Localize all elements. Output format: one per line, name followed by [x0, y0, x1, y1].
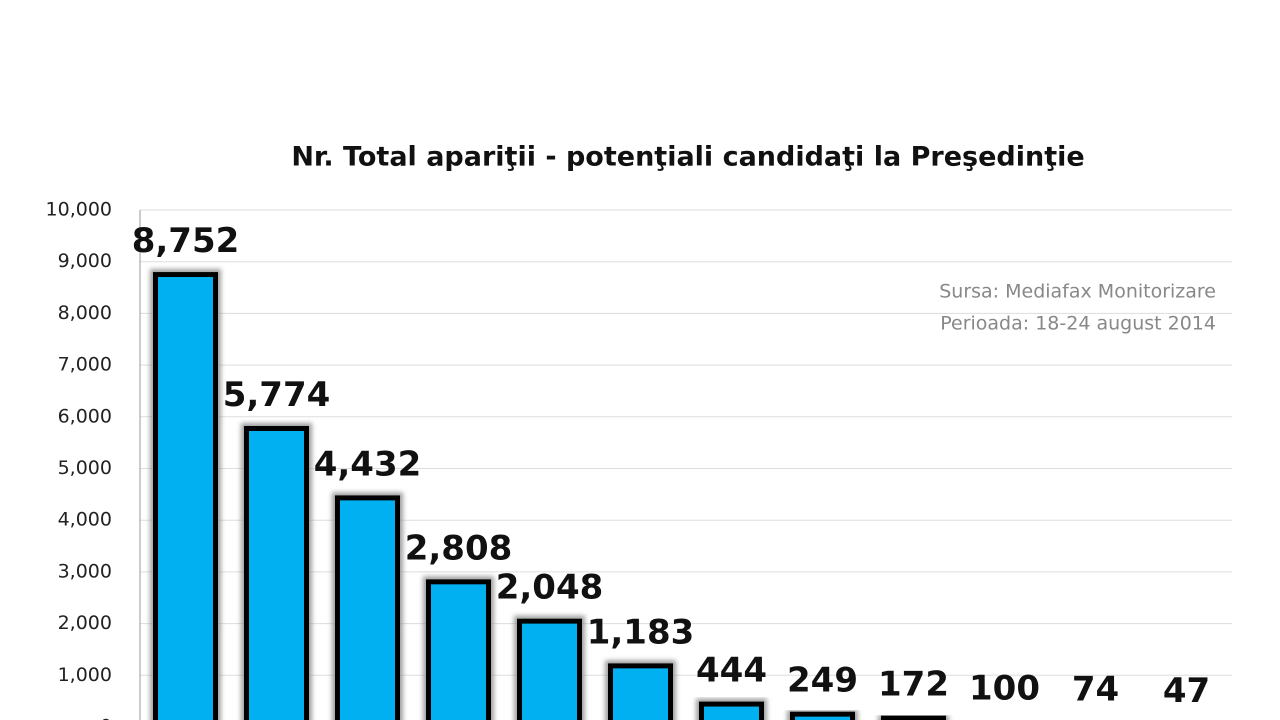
y-tick-label: 1,000: [58, 664, 112, 686]
y-tick-label: 5,000: [58, 457, 112, 479]
y-tick-label: 8,000: [58, 302, 112, 324]
value-label: 8,752: [132, 221, 240, 261]
y-tick-label: 10,000: [46, 199, 112, 221]
bar: [608, 663, 673, 720]
y-tick-label: 6,000: [58, 405, 112, 427]
value-label: 249: [787, 661, 858, 701]
value-label: 74: [1072, 670, 1119, 710]
bar: [517, 618, 582, 720]
y-tick-label: 4,000: [58, 509, 112, 531]
y-tick-label: 3,000: [58, 560, 112, 582]
y-tick-label: 7,000: [58, 354, 112, 376]
y-tick-label: 2,000: [58, 612, 112, 634]
y-tick-label: 9,000: [58, 250, 112, 272]
value-label: 172: [878, 665, 949, 705]
annotation: Perioada: 18-24 august 2014: [940, 313, 1216, 335]
value-label: 2,048: [496, 568, 604, 608]
bar: [153, 272, 218, 720]
annotation: Sursa: Mediafax Monitorizare: [939, 281, 1216, 303]
value-label: 2,808: [405, 528, 513, 568]
bar: [426, 579, 491, 720]
y-tick-label: 0: [100, 716, 112, 720]
bar: [335, 495, 400, 720]
value-label: 4,432: [314, 444, 422, 484]
bar: [790, 711, 855, 720]
value-label: 1,183: [587, 612, 695, 652]
value-label: 5,774: [223, 375, 331, 415]
value-label: 100: [969, 668, 1040, 708]
bar: [881, 715, 946, 720]
chart-title: Nr. Total apariţii - potenţiali candidaţ…: [291, 142, 1084, 173]
bar: [244, 425, 309, 720]
value-label: 47: [1163, 671, 1210, 711]
value-label: 444: [696, 651, 767, 691]
bar: [699, 701, 764, 720]
